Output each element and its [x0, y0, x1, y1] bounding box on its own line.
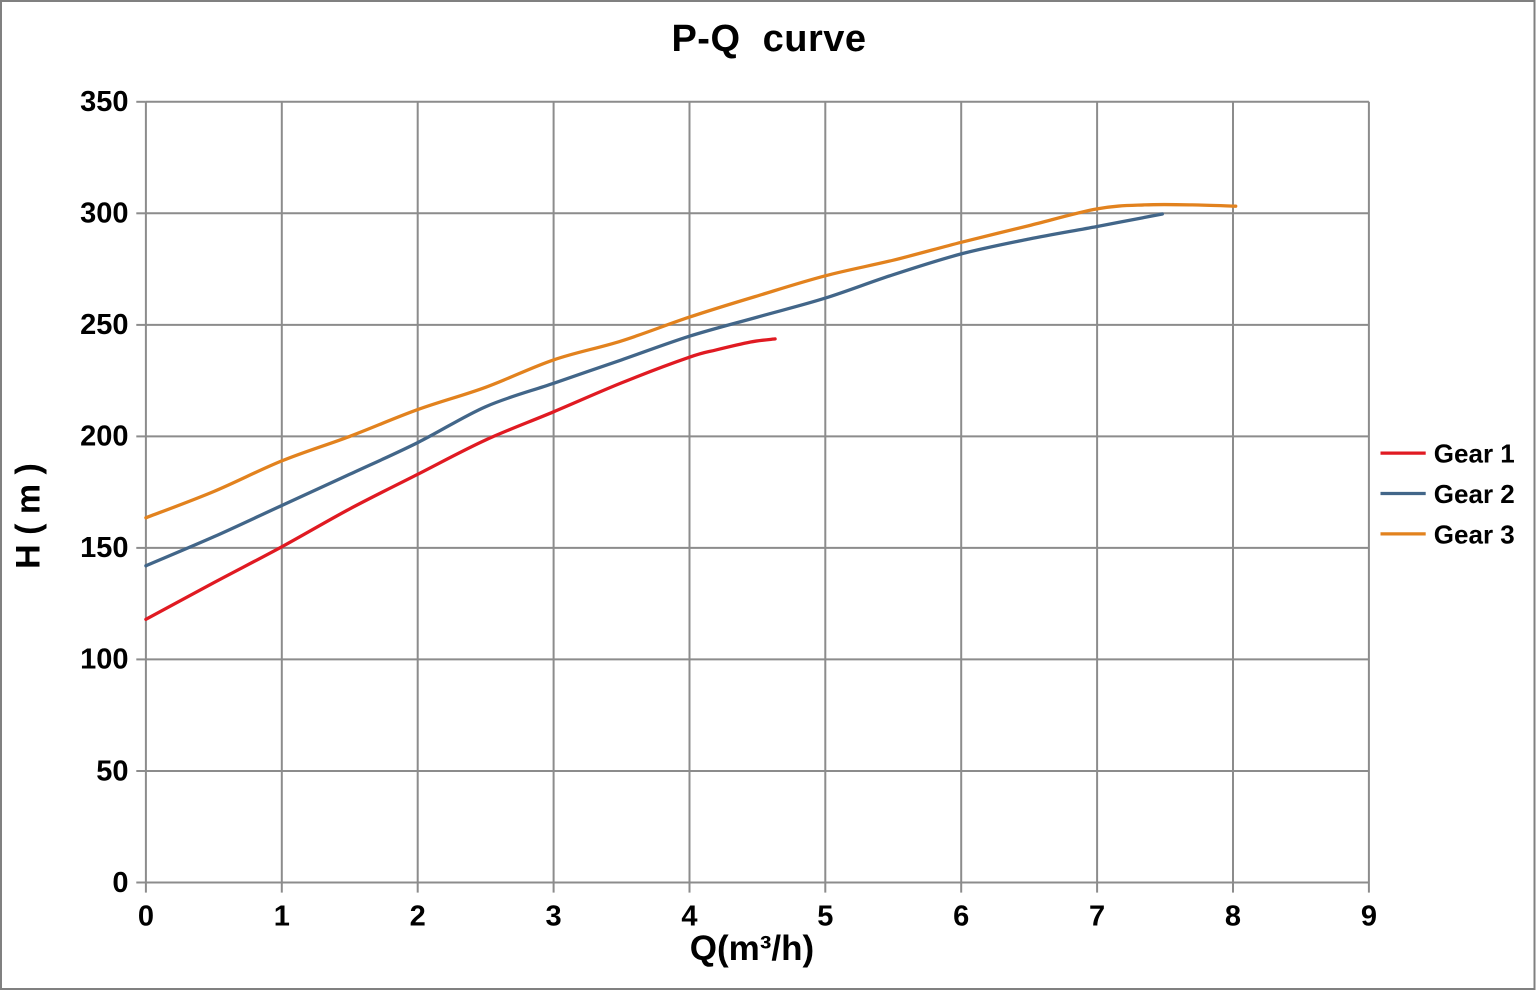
svg-text:0: 0	[138, 901, 154, 933]
svg-text:9: 9	[1361, 901, 1377, 933]
svg-text:100: 100	[80, 644, 128, 676]
svg-text:300: 300	[80, 198, 128, 230]
svg-text:150: 150	[80, 532, 128, 564]
svg-text:250: 250	[80, 309, 128, 341]
svg-text:3: 3	[546, 901, 562, 933]
svg-text:2: 2	[410, 901, 426, 933]
svg-text:Gear 1: Gear 1	[1434, 439, 1515, 469]
svg-text:200: 200	[80, 421, 128, 453]
svg-text:50: 50	[96, 755, 128, 787]
svg-text:8: 8	[1225, 901, 1241, 933]
svg-text:Q(m³/h): Q(m³/h)	[690, 929, 814, 968]
svg-text:H ( m ): H ( m )	[10, 463, 48, 569]
svg-text:Gear 3: Gear 3	[1434, 519, 1515, 549]
svg-text:7: 7	[1089, 901, 1105, 933]
svg-text:1: 1	[274, 901, 290, 933]
svg-text:5: 5	[817, 901, 833, 933]
svg-text:Gear 2: Gear 2	[1434, 479, 1515, 509]
svg-text:4: 4	[681, 901, 697, 933]
svg-text:6: 6	[953, 901, 969, 933]
svg-text:0: 0	[112, 867, 128, 899]
svg-text:350: 350	[80, 86, 128, 118]
svg-text:P-Q curve: P-Q curve	[671, 18, 866, 60]
